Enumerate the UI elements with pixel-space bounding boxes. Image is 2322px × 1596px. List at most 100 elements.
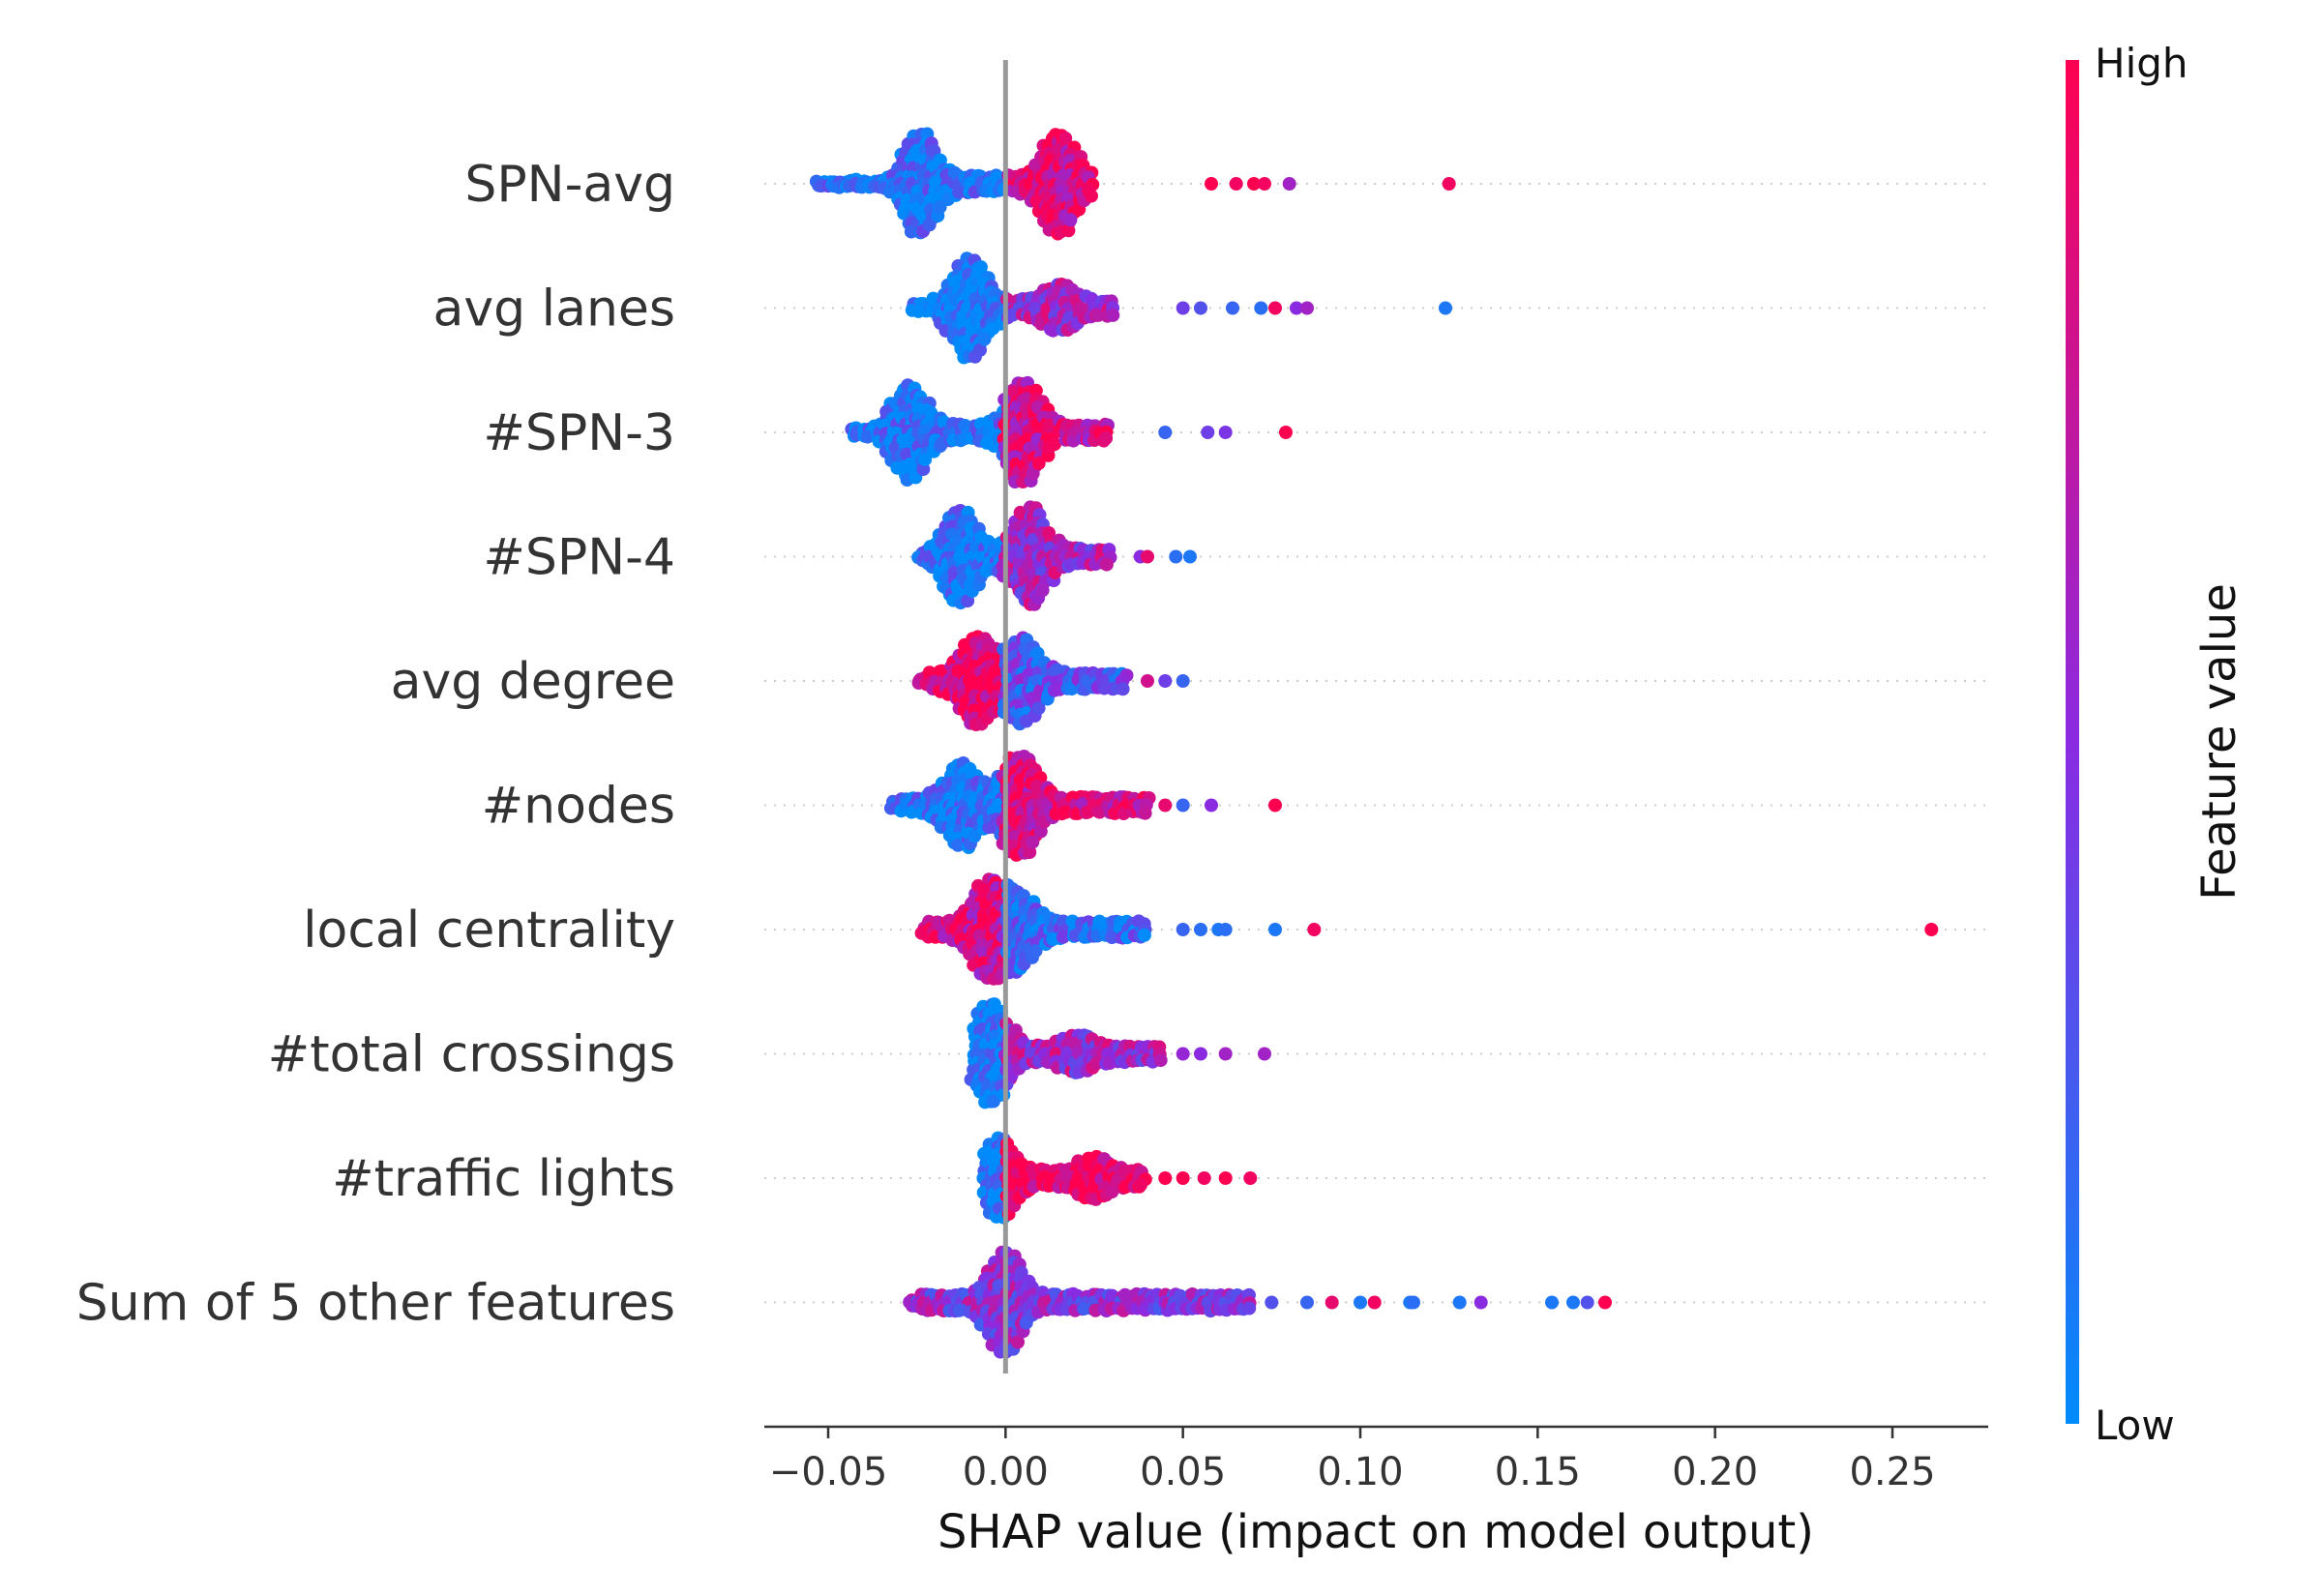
- feature-dots: [911, 630, 1190, 731]
- shap-outlier-dot: [1307, 923, 1322, 936]
- shap-dot: [986, 1094, 1000, 1108]
- shap-dot: [1023, 845, 1037, 860]
- feature-label: #total crossings: [268, 1026, 675, 1084]
- shap-dot: [973, 342, 987, 357]
- shap-outlier-dot: [1268, 798, 1282, 813]
- shap-outlier-dot: [1194, 923, 1207, 936]
- shap-outlier-dot: [1924, 923, 1939, 936]
- shap-outlier-dot: [1141, 549, 1154, 564]
- shap-outlier-dot: [1158, 798, 1173, 813]
- colorbar-high-label: High: [2095, 40, 2188, 87]
- x-tick-label: 0.00: [963, 1450, 1049, 1494]
- feature-dots: [976, 1131, 1258, 1225]
- shap-outlier-dot: [1474, 1295, 1488, 1310]
- shap-dot: [1026, 466, 1040, 481]
- shap-dot: [1138, 806, 1152, 820]
- feature-label: #SPN-3: [483, 404, 675, 462]
- shap-dot: [1031, 457, 1046, 470]
- shap-outlier-dot: [1282, 177, 1296, 191]
- shap-dot: [1026, 835, 1040, 849]
- shap-outlier-dot: [1545, 1295, 1559, 1310]
- shap-outlier-dot: [1580, 1295, 1594, 1310]
- colorbar-title: Feature value: [2192, 583, 2247, 901]
- shap-dot: [1085, 189, 1098, 203]
- feature-label: SPN-avg: [464, 156, 675, 214]
- shap-dots: [809, 127, 1939, 1359]
- shap-dot: [977, 332, 992, 346]
- shap-dot: [1011, 1335, 1025, 1349]
- feature-label: #SPN-4: [483, 529, 675, 587]
- x-tick-label: 0.15: [1495, 1450, 1581, 1494]
- feature-dots: [883, 750, 1282, 862]
- shap-outlier-dot: [1354, 1295, 1367, 1310]
- shap-outlier-dot: [1268, 301, 1282, 315]
- colorbar: [2066, 60, 2079, 1424]
- shap-outlier-dot: [1176, 674, 1190, 688]
- shap-outlier-dot: [1176, 798, 1190, 813]
- shap-dot: [1242, 1301, 1257, 1315]
- shap-outlier-dot: [1218, 1047, 1233, 1061]
- shap-outlier-dot: [1141, 674, 1154, 688]
- feature-label: avg lanes: [432, 281, 675, 339]
- shap-dot: [1099, 431, 1114, 445]
- shap-outlier-dot: [1218, 923, 1233, 936]
- shap-outlier-dot: [1407, 1295, 1420, 1310]
- shap-outlier-dot: [1197, 1171, 1211, 1185]
- shap-outlier-dot: [1176, 923, 1190, 936]
- feature-label: avg degree: [391, 653, 675, 711]
- shap-dot: [1137, 928, 1151, 942]
- x-tick-label: 0.10: [1317, 1450, 1403, 1494]
- shap-outlier-dot: [1183, 549, 1197, 564]
- row-gridlines: [764, 183, 1988, 1304]
- x-tick-label: 0.20: [1672, 1450, 1758, 1494]
- shap-outlier-dot: [1176, 1047, 1190, 1061]
- feature-label: Sum of 5 other features: [76, 1275, 675, 1333]
- shap-outlier-dot: [1229, 177, 1243, 191]
- feature-label: #nodes: [482, 778, 675, 836]
- shap-outlier-dot: [1194, 301, 1207, 315]
- shap-dot: [1099, 557, 1114, 572]
- feature-dots: [914, 872, 1939, 986]
- shap-dot: [1105, 1185, 1119, 1198]
- shap-dot: [1028, 944, 1043, 959]
- shap-dot: [1134, 1178, 1147, 1192]
- x-tick-label: −0.05: [769, 1450, 888, 1494]
- x-axis-ticks: −0.05 0.00 0.05 0.10 0.15 0.20 0.25: [769, 1427, 1936, 1494]
- shap-outlier-dot: [1201, 426, 1215, 439]
- shap-outlier-dot: [1254, 301, 1268, 315]
- feature-dots: [911, 500, 1197, 611]
- shap-dot: [1056, 930, 1070, 944]
- colorbar-low-label: Low: [2095, 1402, 2175, 1449]
- shap-outlier-dot: [1205, 177, 1218, 191]
- shap-outlier-dot: [1598, 1295, 1612, 1310]
- x-tick-label: 0.05: [1140, 1450, 1226, 1494]
- shap-dot: [968, 829, 982, 843]
- shap-dot: [1106, 308, 1120, 322]
- shap-outlier-dot: [1566, 1295, 1580, 1310]
- shap-outlier-dot: [1442, 177, 1456, 191]
- shap-outlier-dot: [1218, 1171, 1233, 1185]
- shap-outlier-dot: [1158, 426, 1173, 439]
- feature-dots: [964, 997, 1271, 1109]
- shap-outlier-dot: [1290, 301, 1303, 315]
- shap-outlier-dot: [1194, 1047, 1207, 1061]
- shap-dot: [1046, 323, 1060, 338]
- shap-outlier-dot: [1300, 301, 1314, 315]
- shap-outlier-dot: [1265, 1295, 1279, 1310]
- shap-dot: [1048, 437, 1061, 452]
- x-axis-title: SHAP value (impact on model output): [938, 1505, 1814, 1559]
- shap-dot: [1035, 583, 1050, 598]
- shap-dot: [1063, 213, 1078, 227]
- shap-outlier-dot: [1258, 177, 1271, 191]
- shap-outlier-dot: [1325, 1295, 1339, 1310]
- shap-dot: [1061, 223, 1076, 238]
- shap-outlier-dot: [1205, 798, 1218, 813]
- shap-dot: [1089, 1056, 1104, 1071]
- x-tick-label: 0.25: [1849, 1450, 1935, 1494]
- feature-label: #traffic lights: [332, 1150, 675, 1208]
- feature-label: local centrality: [303, 901, 675, 960]
- feature-dots: [905, 251, 1452, 365]
- shap-outlier-dot: [1258, 1047, 1271, 1061]
- shap-outlier-dot: [1218, 426, 1233, 439]
